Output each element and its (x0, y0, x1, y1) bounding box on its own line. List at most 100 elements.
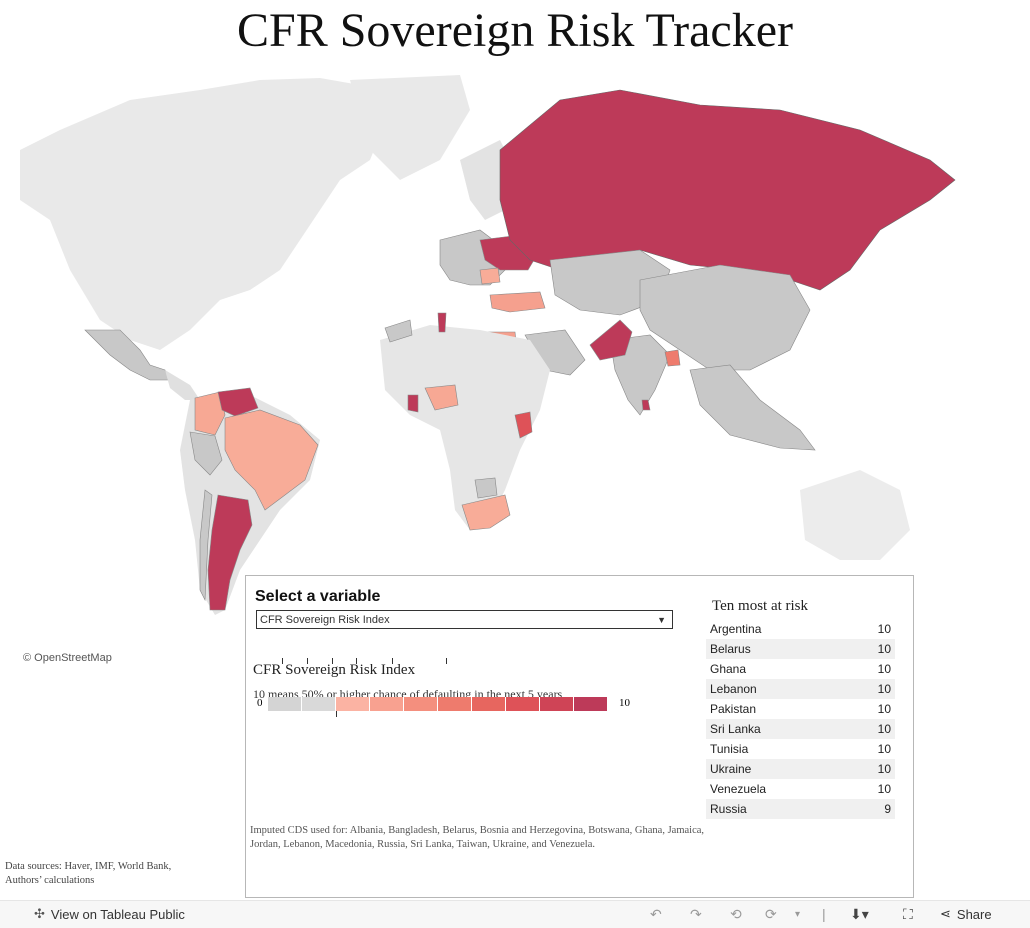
data-sources: Data sources: Haver, IMF, World Bank, Au… (5, 860, 171, 888)
table-row[interactable]: Belarus 10 (706, 639, 895, 659)
revert-icon[interactable]: ⟲ (730, 906, 742, 922)
share-label: Share (956, 906, 992, 922)
map-region-australia (800, 470, 910, 560)
map-country-colombia (194, 391, 226, 436)
risk-value: 9 (884, 802, 891, 816)
map-country-venezuela (217, 387, 259, 417)
map-country-romania (479, 267, 501, 285)
data-sources-line: Authors’ calculations (5, 875, 95, 886)
fullscreen-icon[interactable]: ⛶ (903, 906, 913, 922)
legend-marker (336, 711, 337, 717)
country-name: Ghana (710, 662, 747, 676)
legend-swatch (506, 697, 540, 711)
redo-icon[interactable]: ↷ (690, 906, 702, 922)
download-icon[interactable]: ⬇▾ (850, 906, 869, 922)
refresh-icon[interactable]: ⟳ (765, 906, 777, 922)
map-country-turkey (489, 291, 546, 313)
risk-value: 10 (877, 702, 891, 716)
risk-value: 10 (877, 762, 891, 776)
map-region-central-america (165, 370, 200, 400)
data-sources-line: Data sources: Haver, IMF, World Bank, (5, 861, 172, 872)
toolbar-divider: | (822, 906, 826, 922)
map-country-brazil (224, 409, 319, 511)
map-country-peru (189, 431, 223, 476)
legend-swatch (268, 697, 302, 711)
legend-tick (307, 658, 308, 664)
undo-icon[interactable]: ↶ (650, 906, 662, 922)
country-name: Belarus (710, 642, 751, 656)
variable-dropdown-value: CFR Sovereign Risk Index (260, 614, 390, 626)
page-title: CFR Sovereign Risk Tracker (236, 4, 794, 57)
legend-swatch (336, 697, 370, 711)
map-region-greenland (350, 75, 470, 180)
legend-tick (356, 658, 357, 664)
map-region-africa (380, 325, 550, 530)
imputed-note: Imputed CDS used for: Albania, Banglades… (250, 825, 705, 850)
variable-select-label: Select a variable (255, 588, 381, 605)
map-country-ghana (407, 394, 419, 413)
country-name: Tunisia (710, 742, 749, 756)
map-country-china (639, 264, 811, 371)
country-name: Sri Lanka (710, 722, 761, 736)
legend-swatch (472, 697, 506, 711)
world-map[interactable] (0, 70, 1030, 670)
map-attribution[interactable]: © OpenStreetMap (23, 652, 112, 664)
table-row[interactable]: Ukraine 10 (706, 759, 895, 779)
table-row[interactable]: Argentina 10 (706, 619, 895, 639)
legend-tick (392, 658, 393, 664)
table-row[interactable]: Venezuela 10 (706, 779, 895, 799)
legend-min-label: 0 (257, 697, 263, 709)
tableau-logo-icon: ✣ (34, 906, 45, 921)
risk-value: 10 (877, 622, 891, 636)
legend-tick (282, 658, 283, 664)
map-country-sri-lanka (641, 399, 651, 411)
legend-swatch (404, 697, 438, 711)
variable-dropdown[interactable]: CFR Sovereign Risk Index ▼ (256, 610, 673, 629)
refresh-dropdown-icon[interactable]: ▾ (795, 909, 801, 920)
legend-title: CFR Sovereign Risk Index (253, 662, 416, 678)
legend-swatch (302, 697, 336, 711)
table-row[interactable]: Sri Lanka 10 (706, 719, 895, 739)
tableau-toolbar: ✣ View on Tableau Public ↶ ↷ ⟲ ⟳ ▾ | ⬇▾ … (0, 900, 1030, 928)
country-name: Russia (710, 802, 747, 816)
map-country-south-africa (461, 494, 511, 531)
controls-panel: Select a variable CFR Sovereign Risk Ind… (245, 575, 914, 898)
map-country-pakistan (589, 319, 633, 361)
table-row[interactable]: Ghana 10 (706, 659, 895, 679)
share-button[interactable]: ⋖ Share (940, 906, 992, 922)
table-row[interactable]: Tunisia 10 (706, 739, 895, 759)
table-row[interactable]: Lebanon 10 (706, 679, 895, 699)
risk-value: 10 (877, 742, 891, 756)
legend-swatch (438, 697, 472, 711)
view-on-tableau-label: View on Tableau Public (50, 906, 185, 922)
share-icon: ⋖ (940, 906, 951, 921)
legend-tick (446, 658, 447, 664)
table-row[interactable]: Pakistan 10 (706, 699, 895, 719)
legend-tick (332, 658, 333, 664)
top-risk-title: Ten most at risk (712, 598, 809, 614)
map-country-kenya (514, 411, 533, 439)
view-on-tableau-link[interactable]: ✣ View on Tableau Public (34, 906, 185, 922)
chevron-down-icon: ▼ (657, 615, 666, 625)
map-country-argentina (207, 494, 253, 611)
map-country-tunisia (437, 312, 447, 333)
map-country-morocco (384, 319, 413, 343)
risk-value: 10 (877, 682, 891, 696)
risk-value: 10 (877, 642, 891, 656)
legend-swatch (540, 697, 574, 711)
legend-swatch (574, 697, 608, 711)
map-country-bangladesh (664, 349, 681, 367)
top-risk-table: Argentina 10 Belarus 10 Ghana 10 Lebanon 10 Paki… (706, 619, 895, 819)
risk-value: 10 (877, 722, 891, 736)
country-name: Ukraine (710, 762, 752, 776)
map-country-chile (199, 489, 213, 602)
country-name: Pakistan (710, 702, 757, 716)
country-name: Venezuela (710, 782, 767, 796)
legend-color-scale (268, 697, 608, 711)
map-country-botswana (474, 477, 498, 499)
table-row[interactable]: Russia 9 (706, 799, 895, 819)
legend-max-label: 10 (619, 697, 630, 709)
map-region-north-america (20, 78, 390, 350)
country-name: Argentina (710, 622, 762, 636)
country-name: Lebanon (710, 682, 757, 696)
